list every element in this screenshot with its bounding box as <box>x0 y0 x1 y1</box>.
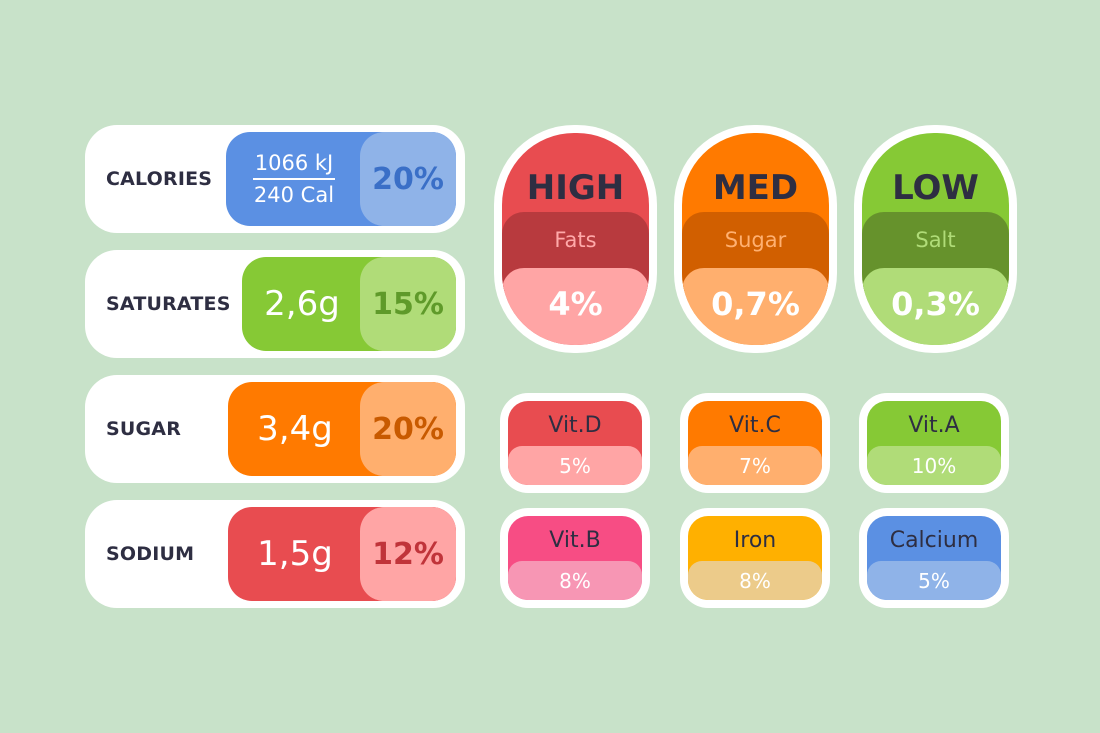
value-bar: 1,5g 12% <box>228 507 456 601</box>
name: Vit.C <box>729 412 781 438</box>
value: 0,7% <box>682 268 829 345</box>
value: 5% <box>867 561 1001 600</box>
value: 4% <box>502 268 649 345</box>
name: Vit.B <box>549 527 601 553</box>
row-label: SUGAR <box>106 418 182 440</box>
value-bar: 1066 kJ 240 Cal 20% <box>226 132 456 226</box>
percent: 20% <box>360 132 456 226</box>
tag-body: Vit.B 8% <box>508 516 642 600</box>
name: Calcium <box>889 527 979 553</box>
kj-value: 1066 kJ <box>252 150 336 180</box>
badge-med: MED Sugar 0,7% <box>674 125 837 353</box>
level: HIGH <box>526 167 625 208</box>
row-label: CALORIES <box>106 168 213 190</box>
amount: 3,4g <box>257 409 333 449</box>
level: MED <box>712 167 799 208</box>
sodium-row: SODIUM 1,5g 12% <box>85 500 465 608</box>
amount: 1066 kJ 240 Cal <box>226 132 362 226</box>
badge-high: HIGH Fats 4% <box>494 125 657 353</box>
value: 0,3% <box>862 268 1009 345</box>
vitamin-b-tag: Vit.B 8% <box>500 508 650 608</box>
tag-body: Vit.A 10% <box>867 401 1001 485</box>
calcium-tag: Calcium 5% <box>859 508 1009 608</box>
percent: 20% <box>360 382 456 476</box>
row-label: SODIUM <box>106 543 195 565</box>
amount: 2,6g <box>264 284 340 324</box>
tag-body: Vit.C 7% <box>688 401 822 485</box>
value: 10% <box>867 446 1001 485</box>
percent: 15% <box>360 257 456 351</box>
energy-fraction: 1066 kJ 240 Cal <box>252 150 336 208</box>
calories-row: CALORIES 1066 kJ 240 Cal 20% <box>85 125 465 233</box>
vitamin-c-tag: Vit.C 7% <box>680 393 830 493</box>
badge-body: HIGH Fats 4% <box>502 133 649 345</box>
badge-body: MED Sugar 0,7% <box>682 133 829 345</box>
tag-body: Calcium 5% <box>867 516 1001 600</box>
value: 7% <box>688 446 822 485</box>
level: LOW <box>892 167 979 208</box>
row-label: SATURATES <box>106 293 231 315</box>
vitamin-d-tag: Vit.D 5% <box>500 393 650 493</box>
badge-low: LOW Salt 0,3% <box>854 125 1017 353</box>
name: Iron <box>733 527 777 553</box>
iron-tag: Iron 8% <box>680 508 830 608</box>
badge-body: LOW Salt 0,3% <box>862 133 1009 345</box>
name: Vit.A <box>908 412 960 438</box>
name: Vit.D <box>548 412 602 438</box>
value: 8% <box>688 561 822 600</box>
value-bar: 3,4g 20% <box>228 382 456 476</box>
amount: 1,5g <box>257 534 333 574</box>
value-bar: 2,6g 15% <box>242 257 456 351</box>
value: 8% <box>508 561 642 600</box>
cal-value: 240 Cal <box>253 183 335 207</box>
saturates-row: SATURATES 2,6g 15% <box>85 250 465 358</box>
vitamin-a-tag: Vit.A 10% <box>859 393 1009 493</box>
tag-body: Vit.D 5% <box>508 401 642 485</box>
sugar-row: SUGAR 3,4g 20% <box>85 375 465 483</box>
percent: 12% <box>360 507 456 601</box>
tag-body: Iron 8% <box>688 516 822 600</box>
value: 5% <box>508 446 642 485</box>
